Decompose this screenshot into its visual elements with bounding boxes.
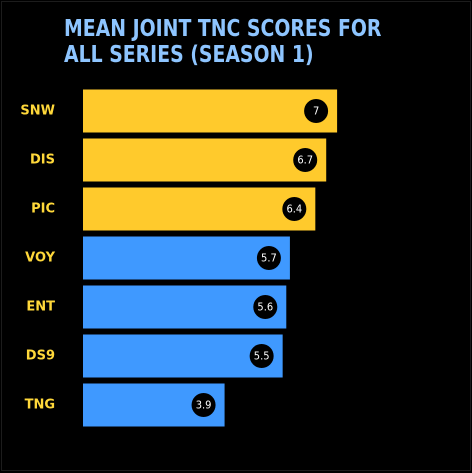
category-label-dis: DIS — [30, 153, 55, 168]
bar-voy — [83, 236, 290, 280]
bar-ds9 — [83, 334, 283, 378]
value-badge-voy — [256, 246, 281, 270]
value-label-tng: 3.9 — [196, 399, 212, 412]
value-label-snw: 7 — [313, 105, 319, 118]
value-label-ds9: 5.5 — [254, 350, 270, 363]
bar-group-tng: TNG 3.9 — [25, 383, 225, 427]
category-label-snw: SNW — [20, 104, 55, 119]
category-label-ds9: DS9 — [26, 349, 55, 364]
bar-group-ds9: DS9 5.5 — [26, 334, 283, 378]
value-badge-dis — [293, 148, 318, 172]
chart-title: MEAN JOINT TNC SCORES FOR ALL SERIES (SE… — [64, 16, 382, 68]
bar-group-voy: VOY 5.7 — [25, 236, 290, 280]
category-label-pic: PIC — [31, 202, 55, 217]
value-badge-ds9 — [249, 344, 274, 368]
bar-pic — [83, 187, 316, 231]
value-badge-ent — [253, 295, 278, 319]
value-badge-tng — [191, 393, 216, 417]
bar-group-ent: ENT 5.6 — [26, 285, 287, 329]
bar-group-snw: SNW 7 — [20, 89, 338, 133]
bar-snw — [83, 89, 338, 133]
value-label-pic: 6.4 — [286, 203, 302, 216]
value-label-dis: 6.7 — [297, 154, 313, 167]
value-label-voy: 5.7 — [261, 252, 277, 265]
value-badge-snw — [304, 99, 329, 123]
value-label-ent: 5.6 — [257, 301, 273, 314]
category-label-voy: VOY — [25, 251, 55, 266]
bar-group-dis: DIS 6.7 — [30, 138, 327, 182]
bar-dis — [83, 138, 327, 182]
category-label-ent: ENT — [26, 300, 55, 315]
bar-ent — [83, 285, 287, 329]
bar-group-pic: PIC 6.4 — [31, 187, 316, 231]
category-label-tng: TNG — [25, 398, 55, 413]
value-badge-pic — [282, 197, 307, 221]
